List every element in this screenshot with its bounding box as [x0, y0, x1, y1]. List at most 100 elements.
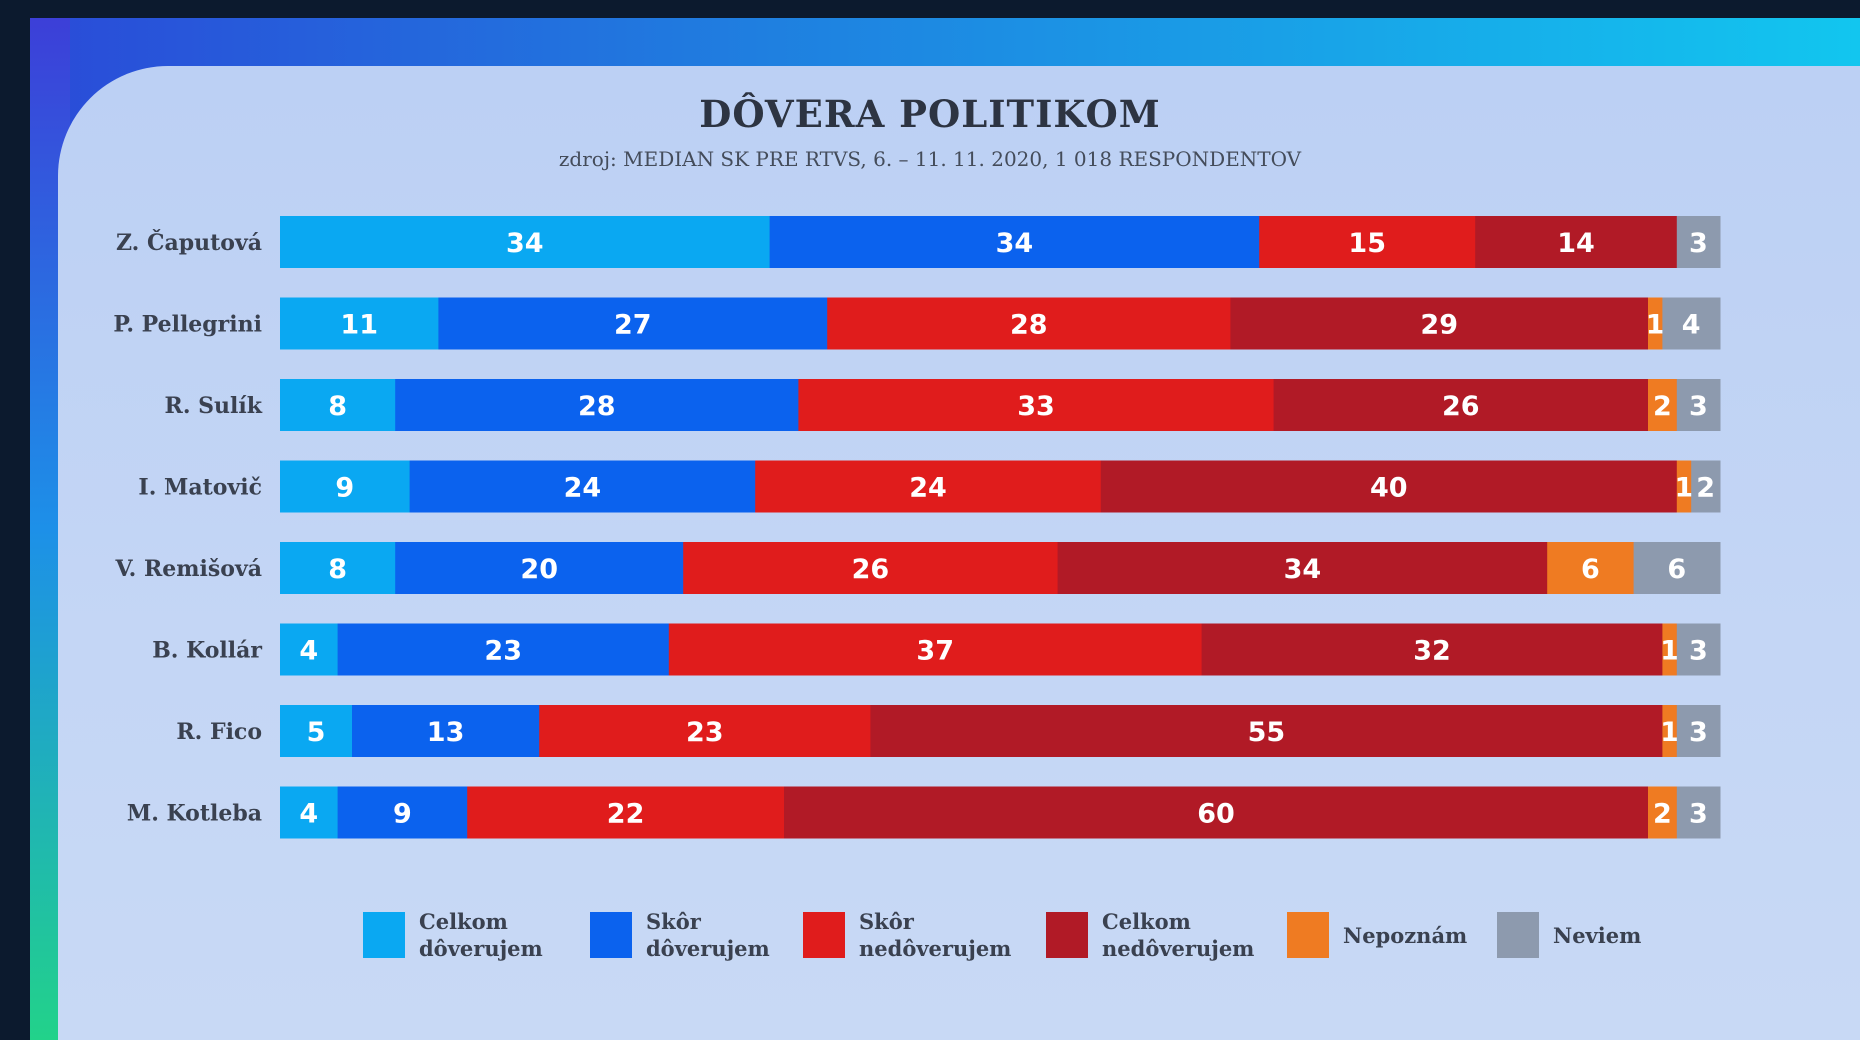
data-label: 14 [1557, 228, 1595, 259]
data-label: 24 [909, 473, 947, 504]
bar-segment [280, 705, 353, 757]
data-label: 34 [996, 228, 1034, 259]
bar-segment [784, 786, 1649, 839]
bar-segment [438, 297, 828, 350]
legend-swatch [803, 912, 845, 958]
data-label: 60 [1197, 799, 1235, 830]
data-label: 40 [1370, 473, 1408, 504]
legend-label: Celkom dôverujem [419, 909, 543, 961]
data-label: 28 [578, 391, 616, 422]
data-label: 13 [427, 717, 465, 748]
data-label: 2 [1653, 391, 1672, 422]
legend-item: Nepoznám [1287, 906, 1467, 964]
bar-segment [1057, 542, 1548, 594]
data-label: 4 [299, 799, 318, 830]
data-label: 3 [1689, 636, 1708, 667]
bar-segment [1676, 786, 1721, 839]
legend-label: Nepoznám [1343, 922, 1468, 948]
data-label: 28 [1010, 310, 1048, 341]
bar-segment [352, 705, 540, 757]
data-label: 22 [607, 799, 645, 830]
bar-segment [1662, 297, 1721, 350]
bar-segment [1201, 623, 1663, 676]
bar-segment [1648, 379, 1678, 431]
bar-segment [1633, 542, 1721, 594]
data-label: 3 [1689, 799, 1708, 830]
bar-segment [1259, 216, 1476, 268]
bar-segment [1547, 542, 1635, 594]
bar-segment [1273, 379, 1649, 431]
bar-segment [280, 786, 339, 839]
row-label: V. Remišová [114, 556, 262, 582]
data-label: 8 [328, 554, 347, 585]
data-label: 8 [328, 391, 347, 422]
legend-label: Neviem [1553, 922, 1642, 948]
data-label: 1 [1660, 636, 1679, 667]
chart-subtitle: zdroj: MEDIAN SK PRE RTVS, 6. – 11. 11. … [558, 147, 1302, 171]
legend-item: Celkom dôverujem [363, 906, 543, 964]
data-label: 5 [307, 717, 326, 748]
bar-segment [870, 705, 1663, 757]
row-label: B. Kollár [152, 638, 262, 664]
data-label: 6 [1581, 554, 1600, 585]
legend-label: Skôr nedôverujem [859, 909, 1012, 961]
bar-segment [467, 786, 785, 839]
bar-segment [280, 216, 771, 268]
data-label: 26 [852, 554, 890, 585]
chart-title: DÔVERA POLITIKOM [699, 92, 1161, 136]
row-label: Z. Čaputová [116, 229, 262, 256]
data-label: 1 [1646, 310, 1665, 341]
data-label: 2 [1653, 799, 1672, 830]
data-label: 32 [1413, 636, 1451, 667]
data-label: 27 [614, 310, 652, 341]
bar-segment [769, 216, 1260, 268]
bar-segment [539, 705, 871, 757]
legend-swatch [1497, 912, 1539, 958]
bar-segment [1676, 379, 1721, 431]
bar-segment [337, 623, 670, 676]
data-label: 20 [520, 554, 558, 585]
data-label: 26 [1442, 391, 1480, 422]
bar-segment [755, 460, 1102, 513]
data-label: 34 [1284, 554, 1322, 585]
legend-item: Neviem [1497, 906, 1641, 964]
data-label: 23 [484, 636, 522, 667]
data-label: 15 [1348, 228, 1386, 259]
bar-segment [280, 542, 396, 594]
data-label: 34 [506, 228, 544, 259]
legend-label: Skôr dôverujem [646, 909, 770, 961]
bar-segment [1691, 460, 1721, 513]
legend-item: Skôr dôverujem [590, 906, 770, 964]
data-label: 4 [299, 636, 318, 667]
legend-item: Celkom nedôverujem [1046, 906, 1254, 964]
bar-segment [395, 379, 799, 431]
bar-segment [1100, 460, 1678, 513]
bar-segment [280, 379, 396, 431]
legend-swatch [1287, 912, 1329, 958]
data-label: 11 [340, 310, 378, 341]
legend-swatch [363, 912, 405, 958]
bar-segment [1662, 705, 1678, 757]
data-label: 23 [686, 717, 724, 748]
legend-swatch [1046, 912, 1088, 958]
bar-segment [1676, 705, 1721, 757]
bar-segment [280, 460, 411, 513]
bar-segment [798, 379, 1275, 431]
legend-item: Skôr nedôverujem [803, 906, 1011, 964]
bar-segment [1676, 460, 1692, 513]
legend-label: Celkom nedôverujem [1102, 909, 1255, 961]
bar-segment [409, 460, 756, 513]
bar-segment [1230, 297, 1649, 350]
bar-segment [395, 542, 684, 594]
bar-segment [683, 542, 1059, 594]
row-label: R. Fico [176, 719, 262, 745]
bar-segment [280, 623, 339, 676]
data-label: 9 [335, 473, 354, 504]
row-label: M. Kotleba [127, 801, 262, 827]
bar-segment [280, 297, 439, 350]
data-label: 4 [1682, 310, 1701, 341]
data-label: 55 [1248, 717, 1286, 748]
bar-segment [827, 297, 1231, 350]
data-label: 6 [1667, 554, 1686, 585]
